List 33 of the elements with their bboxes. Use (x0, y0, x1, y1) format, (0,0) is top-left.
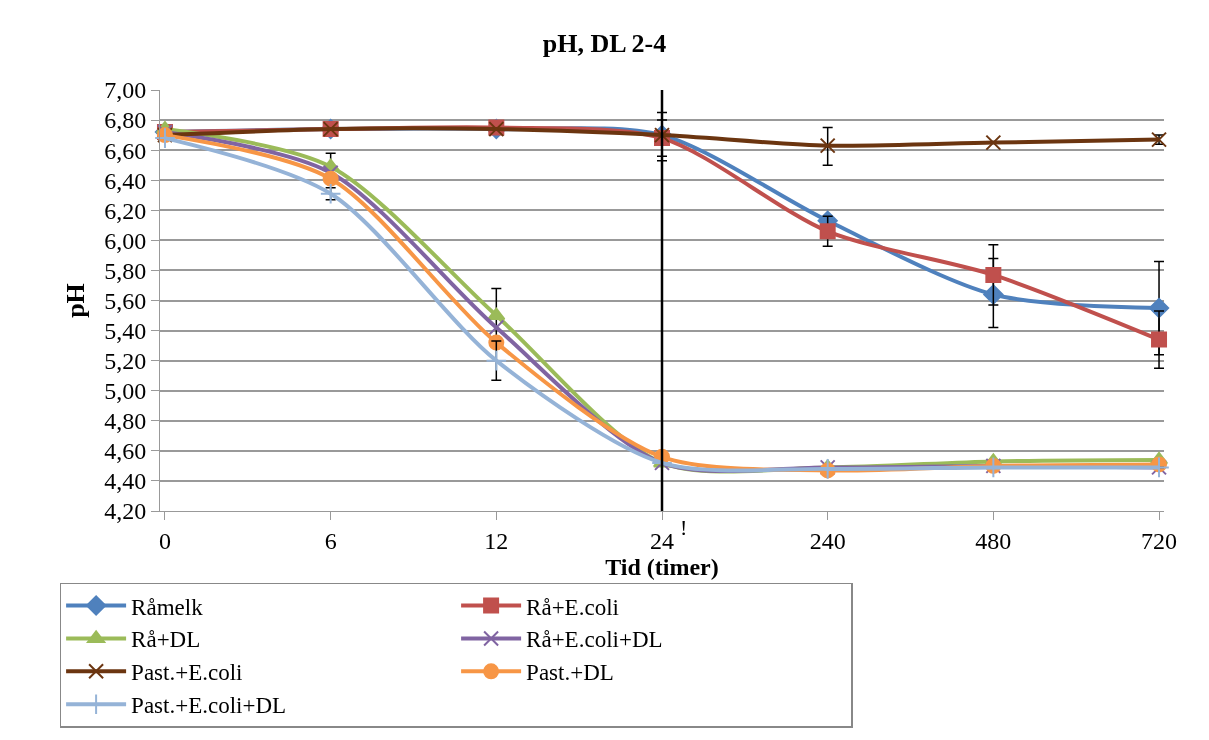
x-tick-label: 6 (324, 527, 337, 554)
y-tick-label: 5,80 (104, 257, 147, 284)
legend-label: Past.+E.coli+DL (131, 693, 287, 719)
y-tick-label: 5,60 (104, 287, 147, 314)
y-tick-label: 6,80 (104, 107, 147, 134)
legend-label: Råmelk (131, 594, 204, 620)
y-tick-label: 6,20 (104, 197, 147, 224)
x-tick-label: 720 (1141, 527, 1178, 554)
y-tick-label: 5,40 (104, 317, 147, 344)
y-tick-label: 5,20 (104, 348, 147, 375)
y-tick-label: 4,60 (104, 438, 147, 465)
legend-label: Past.+DL (526, 660, 614, 686)
y-tick-label: 7,00 (104, 77, 147, 104)
y-tick-label: 6,40 (104, 167, 147, 194)
y-tick-label: 4,80 (104, 408, 147, 435)
x-tick-label: 24 (650, 527, 674, 554)
x-tick-label: 480 (975, 527, 1012, 554)
x-tick-label: 12 (484, 527, 509, 554)
legend-label: Rå+E.coli+DL (526, 627, 663, 653)
x-tick-label: 240 (809, 527, 846, 554)
y-tick-label: 5,00 (104, 378, 147, 405)
x-axis-title: Tid (timer) (605, 553, 719, 580)
y-tick-label: 4,40 (104, 468, 147, 495)
y-tick-label: 6,60 (104, 137, 147, 164)
legend-label: Past.+E.coli (131, 660, 243, 686)
y-axis-title: pH (60, 283, 90, 318)
y-tick-label: 4,20 (104, 498, 147, 525)
chart-title: pH, DL 2-4 (542, 28, 667, 58)
legend-label: Rå+DL (131, 627, 201, 653)
ref-line-label: ! (680, 515, 688, 540)
x-tick-label: 0 (158, 527, 171, 554)
y-tick-label: 6,00 (104, 227, 147, 254)
legend-label: Rå+E.coli (526, 594, 619, 620)
